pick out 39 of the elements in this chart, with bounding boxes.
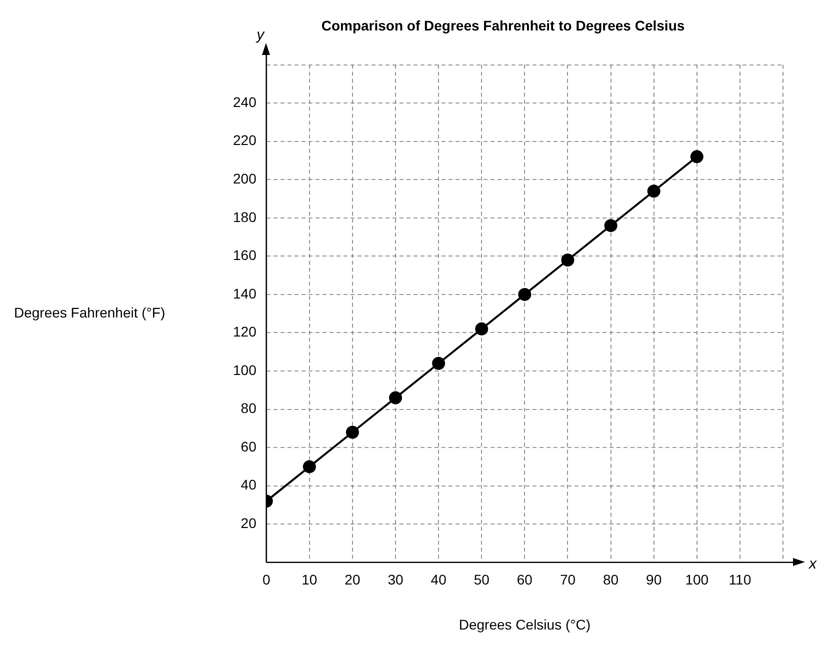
x-tick-label: 110 bbox=[728, 572, 752, 588]
point bbox=[604, 219, 618, 232]
point bbox=[690, 150, 704, 164]
y-tick-label: 180 bbox=[233, 208, 257, 225]
x-tick-label: 80 bbox=[602, 572, 619, 588]
point bbox=[561, 254, 574, 267]
y-tick-label: 220 bbox=[233, 132, 257, 148]
text: x bbox=[808, 556, 817, 573]
x-axis-title: Degrees Celsius (°C) bbox=[458, 616, 590, 632]
y-tick-label: 100 bbox=[233, 362, 257, 378]
x-tick-label: 100 bbox=[685, 572, 709, 588]
x-tick-label: 60 bbox=[516, 572, 533, 588]
y-tick-label: 160 bbox=[233, 247, 257, 264]
point bbox=[302, 460, 316, 474]
x-tick-label: 0 bbox=[262, 572, 270, 588]
y-tick-label: 80 bbox=[240, 400, 257, 416]
y-axis-title: Degrees Fahrenheit (°F) bbox=[14, 304, 166, 320]
x-tick-label: 90 bbox=[646, 572, 662, 588]
x-tick-label: 70 bbox=[560, 572, 576, 588]
point bbox=[346, 426, 359, 439]
text: y bbox=[256, 26, 266, 44]
y-tick-label: 40 bbox=[240, 476, 257, 493]
point bbox=[518, 288, 532, 301]
point bbox=[647, 184, 660, 198]
y-tick-label: 240 bbox=[233, 94, 257, 110]
y-tick-label: 140 bbox=[233, 285, 257, 302]
point bbox=[475, 322, 488, 336]
x-tick-label: 30 bbox=[388, 572, 404, 588]
chart-title: Comparison of Degrees Fahrenheit to Degrees Celsius bbox=[321, 17, 685, 34]
x-tick-label: 20 bbox=[344, 572, 360, 588]
y-tick-label: 60 bbox=[240, 438, 257, 454]
y-tick-label: 120 bbox=[233, 324, 257, 340]
x-tick-label: 50 bbox=[474, 572, 490, 588]
point bbox=[432, 356, 446, 370]
x-tick-label: 40 bbox=[430, 572, 447, 588]
x-tick-label: 10 bbox=[302, 572, 318, 588]
y-tick-label: 200 bbox=[233, 170, 257, 186]
point bbox=[389, 391, 402, 404]
y-tick-label: 20 bbox=[240, 514, 257, 531]
